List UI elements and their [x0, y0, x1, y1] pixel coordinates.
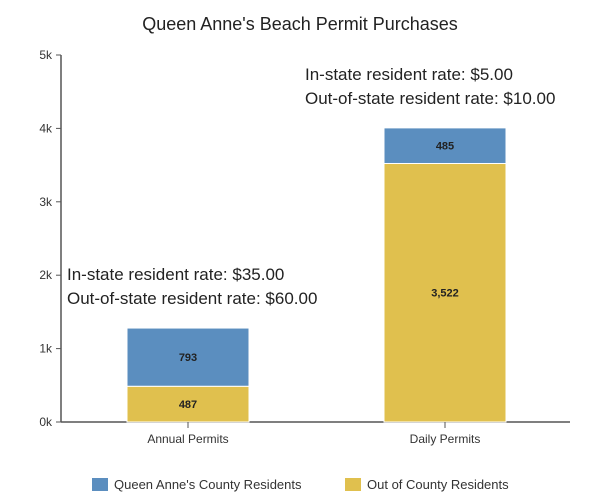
data-label: 793 — [179, 352, 197, 364]
y-tick-label: 0k — [39, 415, 53, 429]
x-tick-label: Annual Permits — [147, 432, 228, 446]
data-label: 487 — [179, 399, 197, 411]
y-tick-label: 1k — [39, 342, 53, 356]
x-tick-label: Daily Permits — [410, 432, 481, 446]
y-tick-label: 5k — [39, 48, 53, 62]
bar-segment[interactable] — [126, 327, 250, 387]
legend-item[interactable]: Queen Anne's County Residents — [92, 477, 302, 492]
legend: Queen Anne's County Residents Out of Coun… — [92, 477, 509, 492]
bar-segment[interactable] — [383, 162, 507, 423]
rate-annotation: Out-of-state resident rate: $60.00 — [67, 289, 317, 308]
y-tick-label: 3k — [39, 195, 53, 209]
bars: 487 793 Annual Permits In-state resident ra… — [67, 65, 555, 446]
y-tick-label: 2k — [39, 268, 53, 282]
data-label: 3,522 — [431, 288, 459, 300]
bar-segment[interactable] — [383, 127, 507, 164]
chart-title: Queen Anne's Beach Permit Purchases — [142, 14, 458, 34]
legend-swatch — [92, 478, 108, 491]
legend-swatch — [345, 478, 361, 491]
legend-item[interactable]: Out of County Residents — [345, 477, 509, 492]
y-tick-label: 4k — [39, 121, 53, 135]
legend-label: Out of County Residents — [367, 477, 509, 492]
rate-annotation: Out-of-state resident rate: $10.00 — [305, 89, 555, 108]
rate-annotation: In-state resident rate: $5.00 — [305, 65, 513, 84]
data-label: 485 — [436, 141, 454, 153]
rate-annotation: In-state resident rate: $35.00 — [67, 265, 284, 284]
legend-label: Queen Anne's County Residents — [114, 477, 302, 492]
